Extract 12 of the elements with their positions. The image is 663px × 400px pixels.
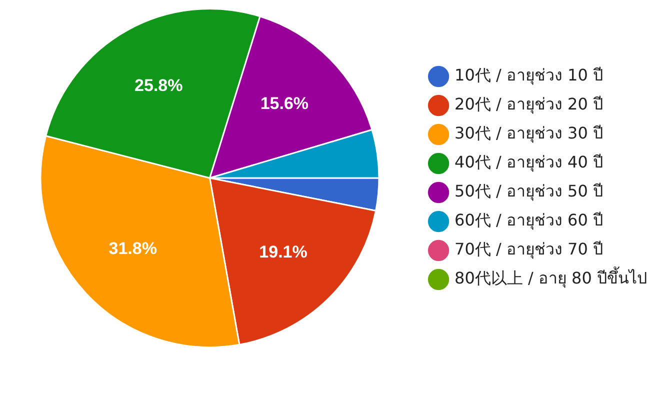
data-label: 15.6% xyxy=(260,94,309,113)
legend-label: 70代 / อายุช่วง 70 ปี xyxy=(454,240,603,260)
legend-label: 40代 / อายุช่วง 40 ปี xyxy=(454,152,603,173)
legend-label: 60代 / อายุช่วง 60 ปี xyxy=(454,210,603,231)
legend-label: 20代 / อายุช่วง 20 ปี xyxy=(454,94,603,115)
legend-label: 80代以上 / อายุ 80 ปีขึ้นไป xyxy=(454,266,647,289)
legend-label: 30代 / อายุช่วง 30 ปี xyxy=(454,124,603,144)
data-label: 25.8% xyxy=(134,76,183,96)
legend-label: 10代 / อายุช่วง 10 ปี xyxy=(454,66,603,86)
data-label: 19.1% xyxy=(259,242,308,262)
data-label: 31.8% xyxy=(108,239,157,258)
legend-label: 50代 / อายุช่วง 50 ปี xyxy=(454,182,603,202)
